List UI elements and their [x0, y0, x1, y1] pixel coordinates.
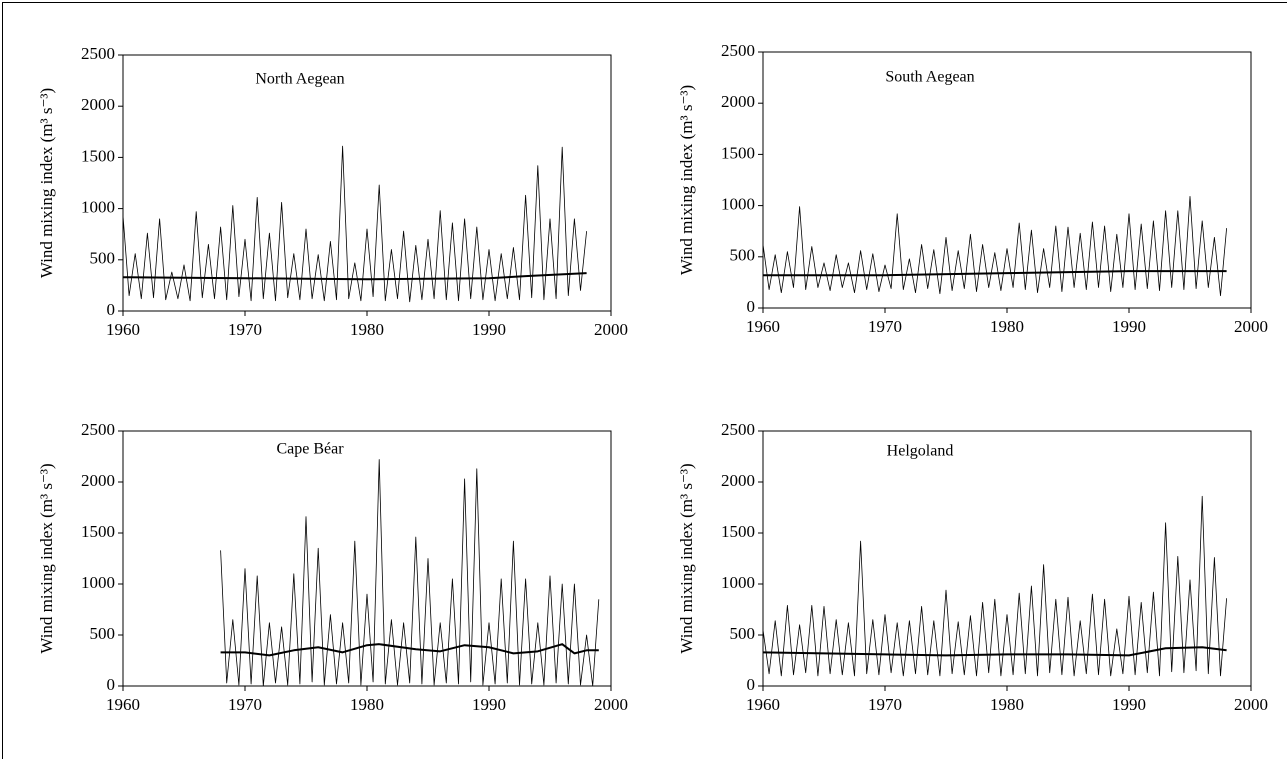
trend-line: [122, 272, 587, 281]
y-axis-label: Wind mixing index (m³ s⁻³): [37, 88, 56, 278]
y-tick-label: 2000: [721, 92, 755, 111]
y-tick-label: 2500: [81, 420, 115, 439]
x-tick-label: 1980: [350, 695, 384, 714]
y-axis-label: Wind mixing index (m³ s⁻³): [677, 463, 696, 653]
x-tick-label: 2000: [1234, 695, 1268, 714]
y-tick-label: 1500: [721, 143, 755, 162]
data-line: [122, 145, 587, 303]
y-tick-label: 1500: [81, 522, 115, 541]
panel-title: Helgoland: [887, 443, 954, 460]
y-tick-label: 1500: [721, 522, 755, 541]
x-tick-label: 1990: [1112, 695, 1146, 714]
x-tick-label: 1980: [990, 695, 1024, 714]
y-axis-label: Wind mixing index (m³ s⁻³): [37, 463, 56, 653]
data-line: [220, 459, 600, 687]
x-tick-label: 1970: [868, 695, 902, 714]
y-tick-label: 500: [730, 246, 756, 265]
x-tick-label: 1980: [990, 317, 1024, 336]
panel-title: North Aegean: [255, 71, 344, 88]
y-tick-label: 500: [90, 249, 116, 268]
y-tick-label: 500: [90, 624, 116, 643]
plot-frame: [763, 51, 1252, 308]
x-tick-label: 1960: [106, 320, 140, 339]
plot-frame: [123, 54, 612, 311]
y-tick-label: 1000: [721, 195, 755, 214]
x-tick-label: 2000: [1234, 317, 1268, 336]
y-tick-label: 0: [747, 297, 756, 316]
y-tick-label: 1000: [81, 198, 115, 217]
x-tick-label: 1970: [228, 320, 262, 339]
x-tick-label: 1960: [746, 695, 780, 714]
y-tick-label: 2000: [721, 471, 755, 490]
panel-title: South Aegean: [885, 69, 974, 86]
x-tick-label: 1960: [106, 695, 140, 714]
y-tick-label: 2500: [721, 420, 755, 439]
x-tick-label: 1960: [746, 317, 780, 336]
x-tick-label: 1990: [472, 695, 506, 714]
x-tick-label: 1970: [228, 695, 262, 714]
y-tick-label: 2000: [81, 471, 115, 490]
y-tick-label: 1000: [81, 573, 115, 592]
x-tick-label: 1990: [1112, 317, 1146, 336]
data-line: [762, 195, 1227, 297]
x-tick-label: 1980: [350, 320, 384, 339]
panel-title: Cape Béar: [276, 441, 344, 458]
data-line: [762, 495, 1227, 677]
y-tick-label: 2000: [81, 95, 115, 114]
x-tick-label: 1990: [472, 320, 506, 339]
trend-line: [220, 643, 599, 657]
y-axis-label: Wind mixing index (m³ s⁻³): [677, 85, 696, 275]
y-tick-label: 2500: [721, 41, 755, 60]
x-tick-label: 2000: [594, 320, 628, 339]
plot-frame: [763, 430, 1252, 686]
y-tick-label: 0: [107, 675, 116, 694]
trend-line: [763, 270, 1227, 277]
y-tick-label: 2500: [81, 44, 115, 63]
y-tick-label: 0: [107, 300, 116, 319]
y-tick-label: 1000: [721, 573, 755, 592]
y-tick-label: 0: [747, 675, 756, 694]
x-tick-label: 1970: [868, 317, 902, 336]
x-tick-label: 2000: [594, 695, 628, 714]
trend-line: [762, 646, 1227, 657]
y-tick-label: 1500: [81, 146, 115, 165]
y-tick-label: 500: [730, 624, 756, 643]
plot-frame: [123, 430, 612, 686]
